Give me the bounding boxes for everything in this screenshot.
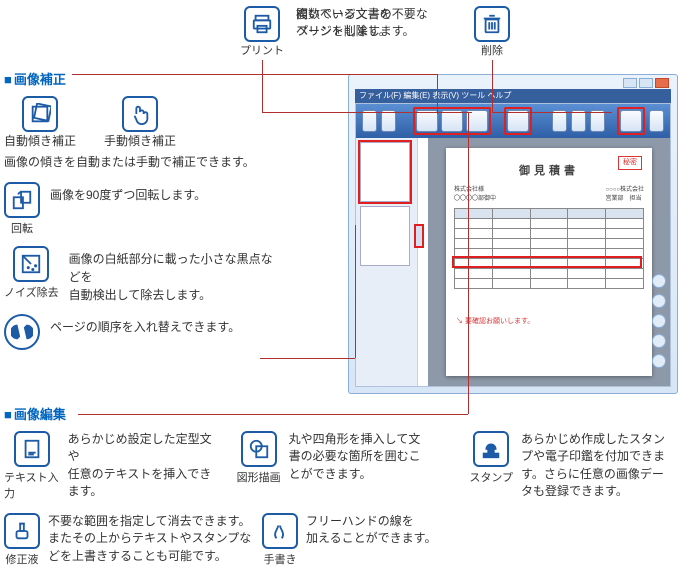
- denoise-row: ノイズ除去 画像の白紙部分に載った小さな黒点などを 自動検出して除去します。: [4, 246, 344, 304]
- delete-desc: 複数ページ文書の不要な ページを削除します。: [296, 6, 446, 40]
- left-column: 画像補正 自動傾き補正 手動傾き補正 画像の傾きを自動または手動で補正できます。…: [4, 65, 344, 360]
- tilt-note: 画像の傾きを自動または手動で補正できます。: [4, 153, 344, 170]
- reorder-row: ページの順序を入れ替えできます。: [4, 314, 344, 350]
- toolbar-button[interactable]: [571, 110, 586, 132]
- toolbar-button[interactable]: [381, 110, 396, 132]
- rotate-icon: [4, 182, 40, 218]
- printer-icon: [244, 6, 280, 42]
- app-inner: 秘密 御見積書 株式会社様〇〇〇〇部御中 ○○○○株式会社営業部 担当: [355, 103, 671, 387]
- zoom-button[interactable]: [652, 354, 666, 368]
- trash-icon: [474, 6, 510, 42]
- page-thumbnail[interactable]: [360, 206, 410, 266]
- manual-tilt-label: 手動傾き補正: [104, 132, 176, 149]
- tilt-row: 自動傾き補正 手動傾き補正: [4, 96, 344, 149]
- shape-icon: [241, 431, 277, 467]
- connector-line: [492, 112, 612, 113]
- toolbar-print-button[interactable]: [507, 110, 529, 132]
- editing-section: 画像編集 テキスト入力 あらかじめ設定した定型文や 任意のテキストを挿入できます…: [4, 420, 684, 579]
- text-input-label: テキスト入力: [4, 469, 60, 501]
- toolbar-button[interactable]: [441, 110, 463, 132]
- window-titlebar: [355, 77, 671, 89]
- auto-tilt: 自動傾き補正: [4, 96, 76, 149]
- eraser-desc: 不要な範囲を指定して消去できます。 またその上からテキストやスタンプな どを上書…: [48, 513, 251, 567]
- denoise-icon: [13, 246, 49, 282]
- text-input-item: テキスト入力 あらかじめ設定した定型文や 任意のテキストを挿入できます。: [4, 431, 219, 501]
- confidential-stamp: 秘密: [618, 156, 642, 170]
- quote-table: [454, 208, 644, 289]
- eraser-label: 修正液: [6, 551, 39, 567]
- menubar[interactable]: ファイル(F) 編集(E) 表示(V) ツール ヘルプ: [355, 89, 671, 103]
- text-input-icon: [14, 431, 50, 467]
- rotate-row: 回転 画像を90度ずつ回転します。: [4, 182, 344, 236]
- toolbar-button[interactable]: [416, 110, 438, 132]
- denoise-desc: 画像の白紙部分に載った小さな黒点などを 自動検出して除去します。: [69, 246, 279, 304]
- print-callout: プリント 開いている文書を プリントします。: [240, 6, 284, 58]
- toolbar-button[interactable]: [590, 110, 605, 132]
- manual-tilt-icon: [122, 96, 158, 132]
- auto-tilt-label: 自動傾き補正: [4, 132, 76, 149]
- connector-line: [260, 358, 355, 359]
- connector-line: [262, 60, 263, 112]
- document-viewport: 秘密 御見積書 株式会社様〇〇〇〇部御中 ○○○○株式会社営業部 担当: [428, 138, 670, 386]
- zoom-button[interactable]: [652, 334, 666, 348]
- document-page: 秘密 御見積書 株式会社様〇〇〇〇部御中 ○○○○株式会社営業部 担当: [446, 148, 652, 376]
- connector-line: [72, 74, 437, 75]
- highlighted-delete-tool: [617, 107, 645, 135]
- stamp-item: スタンプ あらかじめ作成したスタン プや電子印鑑を付加できま す。さらに任意の画…: [469, 431, 684, 501]
- zoom-button[interactable]: [652, 314, 666, 328]
- doc-sender: ○○○○株式会社営業部 担当: [606, 184, 645, 202]
- connector-line: [437, 74, 438, 114]
- section-correction-title: 画像補正: [4, 69, 344, 88]
- connector-line: [492, 60, 493, 112]
- shape-item: 図形描画 丸や四角形を挿入して文 書の必要な箇所を囲むこ とができます。: [237, 431, 452, 501]
- doc-addressee: 株式会社様〇〇〇〇部御中: [454, 184, 496, 202]
- connector-line: [468, 112, 469, 414]
- reorder-desc: ページの順序を入れ替えできます。: [50, 314, 240, 336]
- auto-tilt-icon: [22, 96, 58, 132]
- window-max-button[interactable]: [639, 78, 653, 88]
- toolbar-button[interactable]: [552, 110, 567, 132]
- freehand-icon: [262, 513, 298, 549]
- thumbnail-panel: [356, 138, 418, 386]
- delete-label: 削除: [481, 42, 503, 58]
- app-window: ファイル(F) 編集(E) 表示(V) ツール ヘルプ: [348, 74, 678, 394]
- window-close-button[interactable]: [655, 78, 669, 88]
- toolbar-button[interactable]: [649, 110, 664, 132]
- reorder-icon: [4, 314, 40, 350]
- stamp-icon: [473, 431, 509, 467]
- toolbar-delete-button[interactable]: [620, 110, 642, 132]
- stamp-desc: あらかじめ作成したスタン プや電子印鑑を付加できま す。さらに任意の画像デー タ…: [521, 431, 665, 501]
- row-annotation: [452, 256, 642, 268]
- toolbar-button[interactable]: [362, 110, 377, 132]
- freehand-desc: フリーハンドの線を 加えることができます。: [306, 513, 436, 567]
- eraser-item: 修正液 不要な範囲を指定して消去できます。 またその上からテキストやスタンプな …: [4, 513, 264, 567]
- zoom-button[interactable]: [652, 294, 666, 308]
- freehand-item: 手書き フリーハンドの線を 加えることができます。: [262, 513, 480, 567]
- top-callouts: プリント 開いている文書を プリントします。 削除 複数ページ文書の不要な ペー…: [240, 6, 510, 58]
- print-label: プリント: [240, 42, 284, 58]
- manual-tilt: 手動傾き補正: [104, 96, 176, 149]
- connector-line: [355, 225, 356, 358]
- document-title: 御見積書: [454, 162, 644, 178]
- eraser-icon: [4, 513, 40, 549]
- freehand-label: 手書き: [264, 551, 297, 567]
- panel-collapse-handle[interactable]: [414, 224, 424, 248]
- denoise-label: ノイズ除去: [4, 284, 59, 300]
- toolbar-button[interactable]: [466, 110, 488, 132]
- window-min-button[interactable]: [623, 78, 637, 88]
- page-thumbnail[interactable]: [360, 142, 410, 202]
- rotate-label: 回転: [11, 220, 33, 236]
- section-editing-title: 画像編集: [4, 404, 684, 423]
- shape-desc: 丸や四角形を挿入して文 書の必要な箇所を囲むこ とができます。: [289, 431, 421, 501]
- zoom-controls: [652, 274, 666, 368]
- toolbar: [356, 104, 670, 138]
- shape-label: 図形描画: [237, 469, 281, 485]
- zoom-button[interactable]: [652, 274, 666, 288]
- text-input-desc: あらかじめ設定した定型文や 任意のテキストを挿入できます。: [68, 431, 219, 501]
- connector-line: [262, 112, 472, 113]
- rotate-desc: 画像を90度ずつ回転します。: [50, 182, 206, 204]
- stamp-label: スタンプ: [469, 469, 513, 485]
- delete-callout: 削除 複数ページ文書の不要な ページを削除します。: [474, 6, 510, 58]
